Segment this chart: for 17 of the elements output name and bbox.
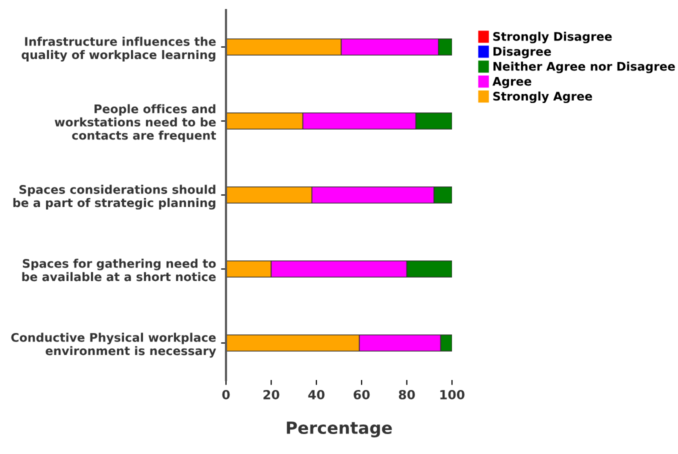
legend-label: Agree — [492, 76, 532, 88]
y-tick-label: Spaces for gathering need to be available at a short notice — [22, 258, 216, 282]
x-tick-label: 60 — [354, 390, 370, 400]
legend-label: Strongly Agree — [493, 92, 592, 104]
x-tick-label: 40 — [308, 390, 324, 400]
y-tick-label: People offices and workstations need to be contacts are frequent — [54, 104, 216, 142]
y-tick-label: Spaces considerations should be a part of strategic planning — [13, 184, 216, 210]
x-tick-label: 100 — [440, 390, 464, 400]
y-tick-label: Conductive Physical workplace environment is necessary — [11, 332, 216, 358]
x-tick-label: 80 — [398, 390, 415, 400]
x-tick-label: 20 — [263, 390, 280, 400]
y-tick-label: Infrastructure influences the quality of workplace learning — [22, 36, 216, 62]
legend-label: Neither Agree nor Disagree — [493, 62, 675, 74]
legend-label: Strongly Disagree — [493, 32, 612, 44]
x-axis-title: Percentage — [286, 422, 392, 438]
legend-label: Disagree — [493, 46, 551, 58]
x-tick-label: 0 — [222, 390, 230, 400]
